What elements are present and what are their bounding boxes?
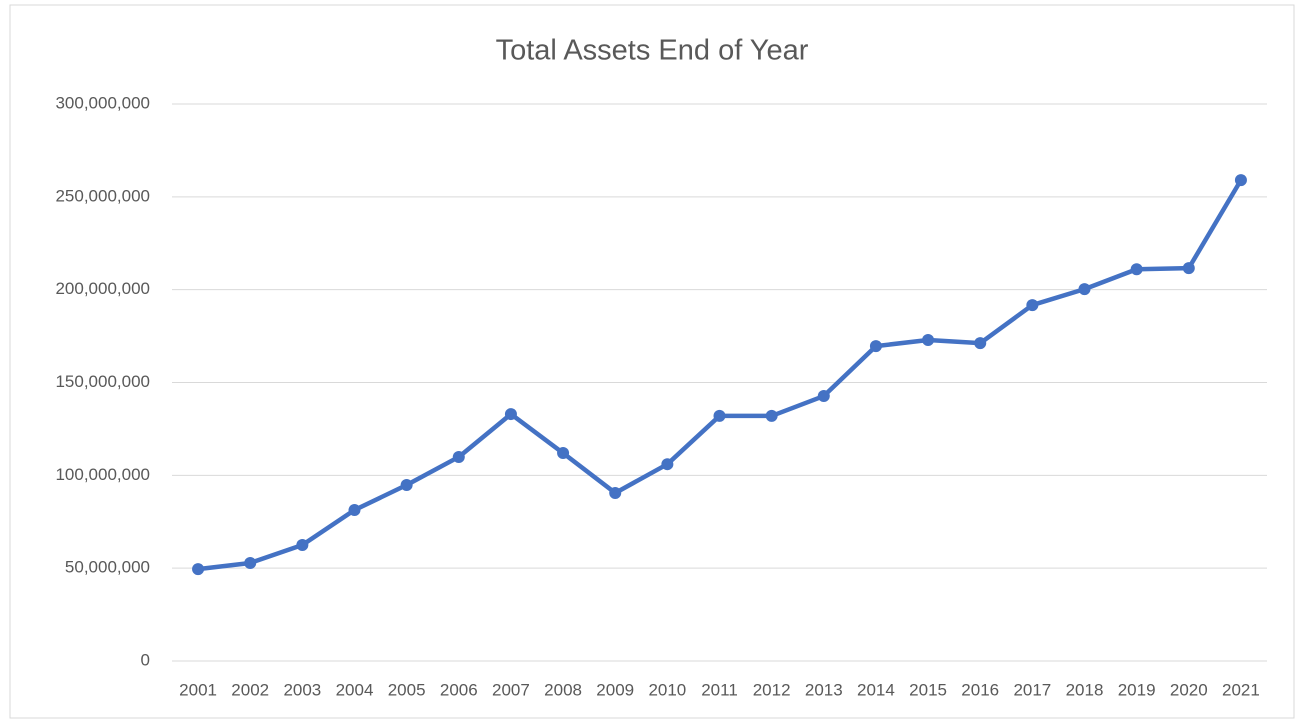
data-point [192,563,205,576]
data-point [348,504,361,517]
data-point [400,478,413,491]
data-point [713,409,726,422]
x-tick-label: 2012 [753,680,791,699]
x-tick-label: 2017 [1013,680,1051,699]
data-point [609,486,622,499]
data-point [1182,262,1195,275]
data-point [244,556,257,569]
x-tick-label: 2019 [1118,680,1156,699]
x-tick-label: 2016 [961,680,999,699]
x-tick-label: 2005 [388,680,426,699]
y-tick-label: 150,000,000 [55,372,150,391]
data-point [869,340,882,353]
data-point [661,458,674,471]
y-tick-label: 200,000,000 [55,279,150,298]
x-tick-label: 2001 [179,680,217,699]
data-point [1130,263,1143,276]
x-tick-label: 2011 [701,680,738,699]
x-tick-label: 2021 [1222,680,1260,699]
y-tick-label: 0 [141,650,150,669]
data-point [1234,174,1247,187]
y-tick-label: 100,000,000 [55,465,150,484]
y-tick-label: 50,000,000 [65,558,150,577]
x-tick-label: 2006 [440,680,478,699]
x-tick-label: 2020 [1170,680,1208,699]
x-tick-label: 2004 [336,680,374,699]
x-tick-label: 2002 [231,680,269,699]
data-point [557,447,570,460]
chart-title: Total Assets End of Year [496,35,809,67]
y-tick-label: 250,000,000 [55,186,150,205]
x-tick-label: 2018 [1066,680,1104,699]
data-point [504,408,517,421]
x-tick-label: 2014 [857,680,895,699]
x-tick-label: 2013 [805,680,843,699]
x-tick-label: 2010 [648,680,686,699]
chart-border [9,4,1295,719]
x-tick-label: 2008 [544,680,582,699]
x-tick-label: 2009 [596,680,634,699]
x-tick-label: 2003 [283,680,321,699]
data-point [922,333,935,346]
data-point [974,337,987,350]
data-point [452,450,465,463]
y-tick-label: 300,000,000 [55,93,150,112]
data-point [1078,283,1091,296]
data-point [1026,299,1039,312]
x-tick-label: 2007 [492,680,530,699]
data-point [817,390,830,403]
data-point [765,409,778,422]
data-point [296,538,309,551]
x-tick-label: 2015 [909,680,947,699]
